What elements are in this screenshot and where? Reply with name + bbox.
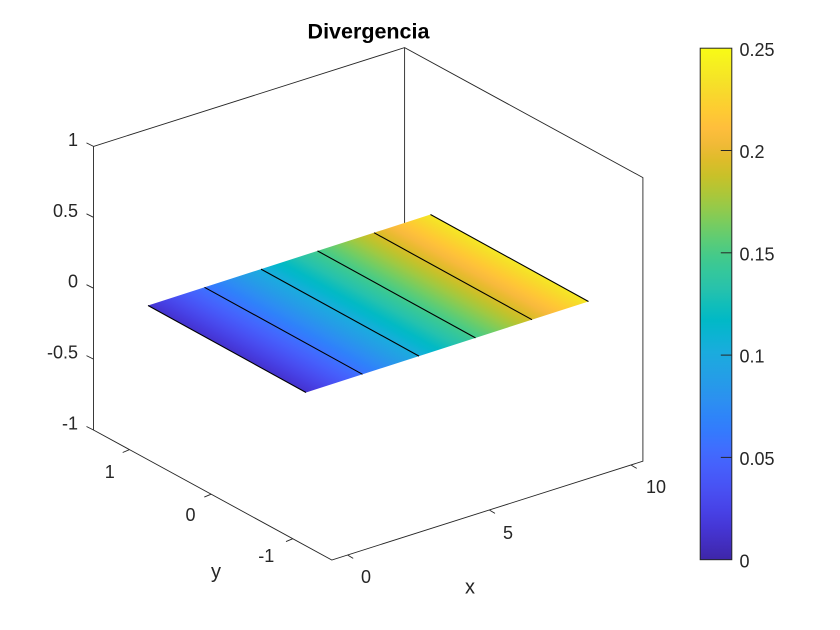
svg-text:-1: -1 — [62, 414, 78, 434]
svg-text:1: 1 — [105, 462, 115, 482]
svg-text:0: 0 — [185, 505, 195, 525]
svg-text:0: 0 — [68, 272, 78, 292]
svg-text:0.25: 0.25 — [740, 40, 775, 60]
svg-text:0: 0 — [361, 567, 371, 587]
svg-text:0.05: 0.05 — [740, 449, 775, 469]
svg-text:1: 1 — [68, 130, 78, 150]
svg-text:-1: -1 — [258, 546, 274, 566]
svg-text:0.15: 0.15 — [740, 244, 775, 264]
svg-text:y: y — [211, 561, 221, 583]
svg-text:0.2: 0.2 — [740, 142, 765, 162]
svg-text:0.5: 0.5 — [53, 201, 78, 221]
svg-text:0: 0 — [740, 551, 750, 571]
svg-text:x: x — [465, 577, 475, 599]
svg-text:10: 10 — [646, 477, 666, 497]
svg-text:-0.5: -0.5 — [47, 343, 78, 363]
svg-text:0.1: 0.1 — [740, 347, 765, 367]
svg-text:5: 5 — [503, 523, 513, 543]
svg-text:Divergencia: Divergencia — [308, 20, 431, 44]
